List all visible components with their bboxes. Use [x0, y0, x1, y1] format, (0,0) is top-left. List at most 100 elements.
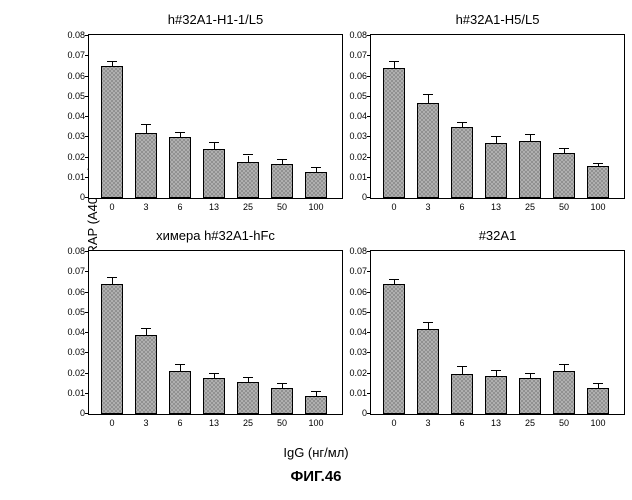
- error-bar: [214, 374, 215, 378]
- y-tick-label: 0.05: [55, 307, 85, 317]
- bar: [519, 378, 541, 414]
- bar: [101, 284, 123, 414]
- bar: [451, 127, 473, 198]
- y-tick-mark: [367, 312, 371, 313]
- chart-panel: #32A100.010.020.030.040.050.060.070.0803…: [370, 228, 625, 415]
- x-tick-label: 25: [525, 202, 535, 212]
- y-tick-label: 0.03: [55, 131, 85, 141]
- x-tick-label: 13: [209, 202, 219, 212]
- bar: [485, 143, 507, 198]
- y-tick-label: 0: [55, 192, 85, 202]
- error-bar: [428, 95, 429, 103]
- y-tick-label: 0.04: [55, 111, 85, 121]
- error-bar: [146, 125, 147, 133]
- y-tick-mark: [367, 96, 371, 97]
- error-cap: [423, 322, 433, 323]
- y-tick-mark: [85, 55, 89, 56]
- y-tick-label: 0.03: [55, 347, 85, 357]
- x-tick-label: 13: [209, 418, 219, 428]
- x-tick-label: 25: [525, 418, 535, 428]
- y-tick-mark: [367, 292, 371, 293]
- bar: [203, 149, 225, 198]
- error-cap: [107, 61, 117, 62]
- y-tick-label: 0.05: [337, 91, 367, 101]
- x-tick-label: 0: [109, 418, 114, 428]
- y-tick-label: 0.01: [337, 172, 367, 182]
- y-tick-label: 0.02: [55, 368, 85, 378]
- bar: [485, 376, 507, 414]
- y-tick-mark: [85, 373, 89, 374]
- error-cap: [457, 366, 467, 367]
- chart-panel: химера h#32A1-hFc00.010.020.030.040.050.…: [88, 228, 343, 415]
- error-cap: [559, 148, 569, 149]
- x-tick-label: 6: [459, 418, 464, 428]
- x-tick-label: 0: [109, 202, 114, 212]
- error-bar: [598, 164, 599, 166]
- error-bar: [112, 62, 113, 66]
- error-bar: [214, 143, 215, 149]
- y-tick-label: 0.02: [337, 152, 367, 162]
- y-tick-mark: [367, 271, 371, 272]
- y-tick-mark: [85, 35, 89, 36]
- error-bar: [180, 133, 181, 137]
- error-cap: [559, 364, 569, 365]
- y-tick-mark: [367, 251, 371, 252]
- error-bar: [316, 168, 317, 172]
- y-tick-label: 0.08: [55, 246, 85, 256]
- x-tick-label: 25: [243, 202, 253, 212]
- bar: [305, 396, 327, 414]
- error-cap: [141, 124, 151, 125]
- y-tick-label: 0.03: [337, 131, 367, 141]
- y-tick-label: 0.06: [55, 287, 85, 297]
- error-cap: [243, 377, 253, 378]
- chart-box: 00.010.020.030.040.050.060.070.080361325…: [370, 250, 625, 415]
- error-cap: [389, 61, 399, 62]
- x-tick-label: 3: [143, 202, 148, 212]
- x-tick-label: 25: [243, 418, 253, 428]
- error-bar: [462, 367, 463, 373]
- y-tick-label: 0.08: [55, 30, 85, 40]
- y-tick-mark: [367, 55, 371, 56]
- y-tick-mark: [367, 35, 371, 36]
- x-tick-label: 50: [277, 202, 287, 212]
- bar: [135, 335, 157, 414]
- y-tick-mark: [367, 76, 371, 77]
- y-tick-mark: [85, 352, 89, 353]
- bar: [237, 162, 259, 198]
- y-tick-mark: [85, 393, 89, 394]
- bar: [417, 329, 439, 414]
- y-tick-label: 0.06: [55, 71, 85, 81]
- chart-title: h#32A1-H5/L5: [370, 12, 625, 30]
- error-cap: [277, 159, 287, 160]
- error-cap: [423, 94, 433, 95]
- error-cap: [311, 167, 321, 168]
- figure-label: ФИГ.46: [0, 468, 632, 485]
- error-bar: [180, 365, 181, 371]
- y-tick-mark: [367, 373, 371, 374]
- error-bar: [530, 374, 531, 378]
- error-cap: [525, 134, 535, 135]
- bar: [383, 68, 405, 198]
- chart-box: 00.010.020.030.040.050.060.070.080361325…: [88, 250, 343, 415]
- error-cap: [593, 383, 603, 384]
- y-tick-label: 0.03: [337, 347, 367, 357]
- x-tick-label: 6: [177, 418, 182, 428]
- y-tick-label: 0.04: [337, 327, 367, 337]
- error-bar: [282, 160, 283, 164]
- error-bar: [282, 384, 283, 388]
- chart-box: 00.010.020.030.040.050.060.070.080361325…: [88, 34, 343, 199]
- y-tick-label: 0.07: [55, 50, 85, 60]
- bar: [271, 388, 293, 414]
- bar: [383, 284, 405, 414]
- error-bar: [496, 137, 497, 143]
- y-tick-mark: [367, 136, 371, 137]
- x-tick-label: 0: [391, 418, 396, 428]
- error-cap: [491, 370, 501, 371]
- x-tick-label: 0: [391, 202, 396, 212]
- y-tick-label: 0.08: [337, 30, 367, 40]
- y-tick-label: 0.02: [337, 368, 367, 378]
- y-tick-mark: [85, 116, 89, 117]
- x-tick-label: 50: [277, 418, 287, 428]
- y-tick-label: 0: [337, 192, 367, 202]
- error-bar: [428, 323, 429, 329]
